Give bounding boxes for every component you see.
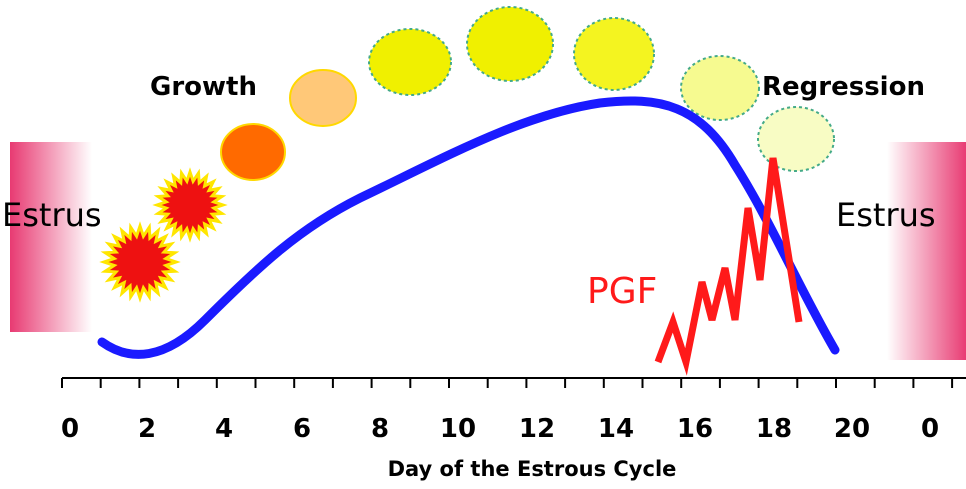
- follicle-yellow-3: [573, 17, 655, 91]
- follicle-yellow-2: [466, 6, 554, 82]
- axis-title: Day of the Estrous Cycle: [388, 457, 677, 481]
- follicle-pale-1: [680, 55, 760, 121]
- pgf-pulse-line: [654, 157, 803, 376]
- x-axis-tick-label: 16: [677, 414, 713, 444]
- growth-label: Growth: [150, 72, 257, 102]
- x-axis-tick-label: 18: [756, 414, 792, 444]
- follicle-starburst-2: [152, 167, 228, 243]
- estrus-band-left: [10, 142, 92, 332]
- x-axis-tick-label: 12: [519, 414, 555, 444]
- x-axis-tick-label: 6: [293, 414, 311, 444]
- x-axis-tick-labels: 0 2 4 6 8 10 12 14 16 18 20 0: [61, 414, 939, 444]
- x-axis-tick-label: 8: [371, 414, 389, 444]
- estrus-label-left: Estrus: [2, 196, 102, 234]
- follicle-starburst-1: [99, 221, 181, 303]
- x-axis-tick-label: 2: [138, 414, 156, 444]
- x-axis-tick-label: 0: [921, 414, 939, 444]
- pgf-label: PGF: [587, 271, 657, 312]
- x-axis-ticks: [61, 378, 954, 388]
- estrus-band-right: [887, 142, 966, 360]
- x-axis-tick-label: 20: [834, 414, 870, 444]
- x-axis-tick-label: 4: [215, 414, 233, 444]
- estrus-label-right: Estrus: [836, 196, 936, 234]
- x-axis-tick-label: 0: [61, 414, 79, 444]
- follicle-orange: [220, 123, 286, 181]
- x-axis-tick-label: 14: [598, 414, 634, 444]
- follicle-yellow-1: [368, 28, 452, 96]
- progesterone-curve: [97, 96, 840, 359]
- regression-label: Regression: [762, 72, 925, 102]
- follicle-pale-2: [757, 106, 835, 172]
- follicle-tan: [289, 69, 357, 127]
- x-axis-tick-label: 10: [440, 414, 476, 444]
